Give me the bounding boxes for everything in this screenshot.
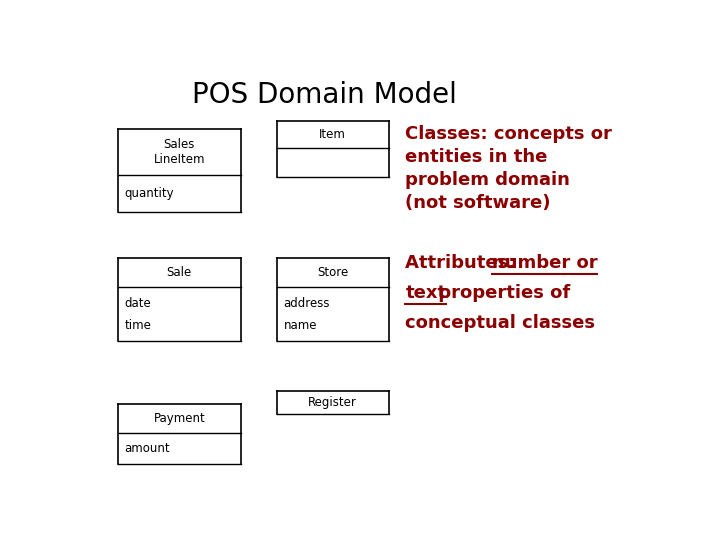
Text: Sale: Sale (166, 266, 192, 279)
Text: Store: Store (317, 266, 348, 279)
Text: time: time (125, 319, 151, 332)
Text: Register: Register (308, 396, 357, 409)
Text: Payment: Payment (153, 411, 205, 425)
Text: date: date (125, 297, 151, 310)
Text: text: text (405, 284, 446, 302)
Text: Classes: concepts or
entities in the
problem domain
(not software): Classes: concepts or entities in the pro… (405, 125, 612, 212)
Text: properties of: properties of (432, 284, 570, 302)
Text: address: address (284, 297, 330, 310)
Text: Sales
LineItem: Sales LineItem (153, 138, 205, 166)
Text: Item: Item (319, 128, 346, 141)
Text: POS Domain Model: POS Domain Model (192, 82, 456, 110)
Text: conceptual classes: conceptual classes (405, 314, 595, 332)
Text: name: name (284, 319, 317, 332)
Text: Attributes:: Attributes: (405, 254, 522, 272)
Text: amount: amount (125, 442, 170, 455)
Text: quantity: quantity (125, 187, 174, 200)
Text: number or: number or (492, 254, 598, 272)
